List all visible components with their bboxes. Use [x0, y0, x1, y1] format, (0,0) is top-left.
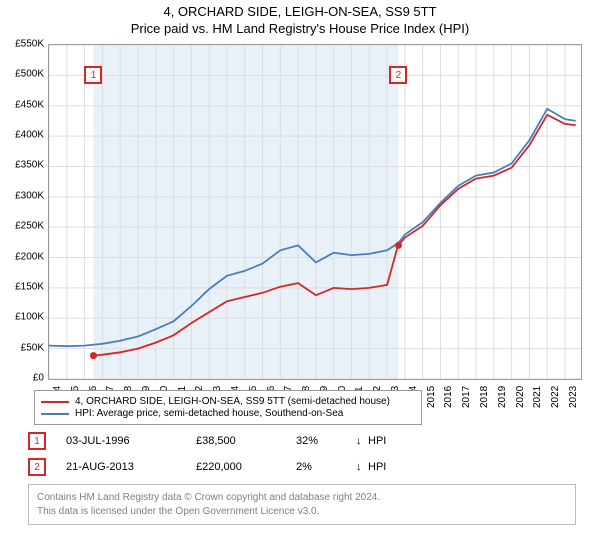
address-title: 4, ORCHARD SIDE, LEIGH-ON-SEA, SS9 5TT — [0, 4, 600, 19]
plot — [48, 44, 582, 380]
attribution-line1: Contains HM Land Registry data © Crown c… — [37, 491, 567, 505]
event-badge: 1 — [28, 432, 46, 450]
y-tick-label: £100K — [4, 312, 44, 323]
plot-area: 12 — [48, 44, 582, 380]
y-tick-label: £450K — [4, 99, 44, 110]
y-tick-label: £200K — [4, 251, 44, 262]
y-tick-label: £150K — [4, 281, 44, 292]
event-date: 21-AUG-2013 — [66, 461, 196, 473]
x-tick-label: 2015 — [426, 386, 437, 408]
chart-marker-1: 1 — [84, 66, 102, 84]
plot-svg — [49, 45, 581, 379]
legend-item-1: HPI: Average price, semi-detached house,… — [41, 408, 415, 419]
y-tick-label: £500K — [4, 69, 44, 80]
y-tick-label: £300K — [4, 190, 44, 201]
legend-swatch-0 — [41, 401, 69, 403]
event-row-1: 2 21-AUG-2013£220,0002%↓HPI — [28, 458, 576, 476]
down-arrow-icon: ↓ — [356, 435, 368, 447]
event-label: HPI — [368, 435, 386, 447]
y-tick-label: £550K — [4, 39, 44, 50]
event-price: £220,000 — [196, 461, 296, 473]
legend-label-1: HPI: Average price, semi-detached house,… — [75, 408, 343, 419]
event-price: £38,500 — [196, 435, 296, 447]
event-pct: 32% — [296, 435, 356, 447]
y-tick-label: £0 — [4, 373, 44, 384]
event-date: 03-JUL-1996 — [66, 435, 196, 447]
chart-container: 4, ORCHARD SIDE, LEIGH-ON-SEA, SS9 5TT P… — [0, 0, 600, 560]
legend: 4, ORCHARD SIDE, LEIGH-ON-SEA, SS9 5TT (… — [34, 390, 422, 425]
chart-marker-2: 2 — [389, 66, 407, 84]
x-tick-label: 2020 — [515, 386, 526, 408]
legend-swatch-1 — [41, 413, 69, 415]
event-label: HPI — [368, 461, 386, 473]
attribution: Contains HM Land Registry data © Crown c… — [28, 484, 576, 525]
x-tick-label: 2021 — [532, 386, 543, 408]
titles: 4, ORCHARD SIDE, LEIGH-ON-SEA, SS9 5TT P… — [0, 0, 600, 36]
sale-events: 103-JUL-1996£38,50032%↓HPI221-AUG-2013£2… — [28, 432, 576, 484]
y-tick-label: £50K — [4, 342, 44, 353]
y-tick-label: £350K — [4, 160, 44, 171]
y-tick-label: £400K — [4, 130, 44, 141]
event-badge: 2 — [28, 458, 46, 476]
legend-label-0: 4, ORCHARD SIDE, LEIGH-ON-SEA, SS9 5TT (… — [75, 396, 390, 407]
x-tick-label: 2018 — [479, 386, 490, 408]
y-tick-label: £250K — [4, 221, 44, 232]
attribution-line2: This data is licensed under the Open Gov… — [37, 505, 567, 519]
event-row-0: 1 03-JUL-1996£38,50032%↓HPI — [28, 432, 576, 450]
x-tick-label: 2022 — [550, 386, 561, 408]
legend-item-0: 4, ORCHARD SIDE, LEIGH-ON-SEA, SS9 5TT (… — [41, 396, 415, 407]
event-pct: 2% — [296, 461, 356, 473]
x-tick-label: 2017 — [461, 386, 472, 408]
x-tick-label: 2016 — [443, 386, 454, 408]
chart-subtitle: Price paid vs. HM Land Registry's House … — [0, 21, 600, 36]
down-arrow-icon: ↓ — [356, 461, 368, 473]
x-tick-label: 2019 — [497, 386, 508, 408]
x-tick-label: 2023 — [568, 386, 579, 408]
